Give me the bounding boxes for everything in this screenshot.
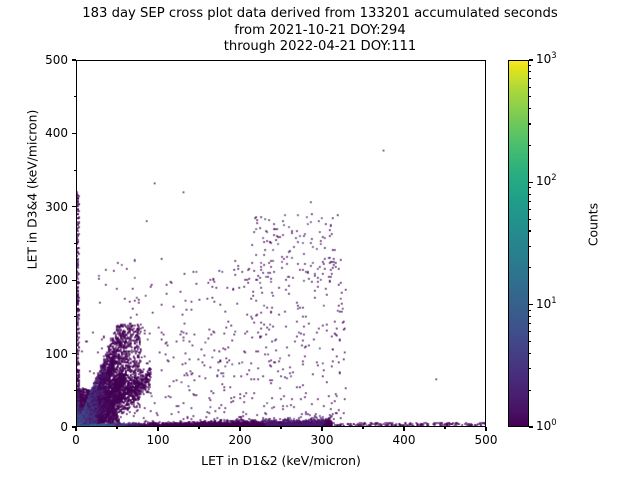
colorbar-tick-minor — [529, 78, 532, 80]
y-tick-minor — [73, 389, 76, 391]
y-tick-major — [72, 206, 76, 208]
x-tick-label: 400 — [392, 433, 416, 447]
y-tick-major — [72, 59, 76, 61]
y-tick-label: 500 — [45, 53, 68, 67]
colorbar-tick-label: 100 — [536, 417, 557, 433]
colorbar-tick-minor — [529, 331, 532, 333]
colorbar-tick-minor — [529, 108, 532, 110]
colorbar-tick-label: 103 — [536, 50, 557, 66]
colorbar-tick-minor — [529, 123, 532, 125]
colorbar-tick-minor — [529, 267, 532, 269]
x-tick-label: 500 — [474, 433, 498, 447]
chart-title-line-3: through 2022-04-21 DOY:111 — [223, 39, 417, 55]
x-tick-minor — [198, 427, 200, 430]
y-tick-minor — [73, 242, 76, 245]
colorbar-label: Counts — [585, 202, 601, 247]
x-tick-major — [403, 427, 405, 431]
y-tick-minor — [73, 316, 76, 318]
colorbar-tick-minor — [529, 309, 532, 311]
colorbar-tick-minor — [529, 71, 532, 73]
colorbar-tick-minor — [529, 193, 532, 195]
colorbar-tick-minor — [529, 323, 532, 325]
x-tick-minor — [280, 427, 282, 430]
colorbar-tick-minor — [529, 245, 532, 247]
colorbar-tick-minor — [529, 187, 532, 189]
x-tick-minor — [444, 427, 446, 430]
colorbar-tick-minor — [529, 86, 532, 88]
x-axis-label: LET in D1&2 (keV/micron) — [201, 453, 361, 468]
colorbar-tick-label: 101 — [536, 294, 557, 311]
colorbar-tick-minor — [529, 230, 532, 232]
y-tick-minor — [73, 96, 76, 98]
y-tick-minor — [73, 169, 76, 171]
colorbar-tick-minor — [529, 352, 532, 354]
y-tick-label: 0 — [60, 420, 68, 434]
y-tick-label: 100 — [45, 346, 68, 361]
x-tick-minor — [362, 427, 364, 430]
colorbar-tick-major — [529, 181, 533, 183]
y-tick-major — [72, 426, 76, 428]
colorbar-tick-minor — [529, 208, 532, 211]
chart-title-line-1: 183 day SEP cross plot data derived from… — [82, 6, 558, 21]
x-tick-label: 0 — [72, 433, 80, 447]
chart-title-line-2: from 2021-10-21 DOY:294 — [234, 22, 406, 38]
x-tick-label: 200 — [228, 433, 252, 447]
x-tick-major — [157, 427, 159, 431]
colorbar-tick-major — [529, 304, 533, 306]
colorbar-tick-minor — [529, 65, 532, 67]
colorbar-tick-minor — [529, 389, 532, 391]
x-tick-label: 100 — [146, 433, 170, 447]
colorbar-tick-minor — [529, 200, 532, 202]
plot-axes — [76, 60, 486, 427]
y-tick-major — [72, 279, 76, 281]
chart-title: 183 day SEP cross plot data derived from… — [0, 6, 640, 56]
scatter-plot-points — [77, 61, 485, 426]
colorbar-tick-minor — [529, 368, 532, 370]
colorbar-tick-minor — [529, 340, 532, 343]
colorbar-tick-minor — [529, 144, 532, 147]
colorbar-tick-label: 102 — [536, 172, 557, 189]
x-tick-major — [75, 427, 77, 431]
x-tick-major — [239, 427, 241, 431]
colorbar-tick-major — [529, 426, 533, 428]
colorbar-tick-minor — [529, 96, 532, 98]
colorbar-tick-major — [529, 59, 533, 61]
x-tick-major — [321, 427, 323, 431]
y-axis-label: LET in D3&4 (keV/micron) — [24, 109, 40, 270]
y-tick-major — [72, 132, 76, 134]
x-tick-label: 300 — [310, 433, 334, 447]
y-tick-label: 300 — [45, 199, 68, 214]
colorbar-tick-minor — [529, 218, 532, 220]
colorbar-tick-minor — [529, 315, 532, 318]
y-tick-major — [72, 353, 76, 355]
y-tick-label: 400 — [45, 126, 68, 141]
colorbar-gradient — [508, 60, 529, 427]
x-tick-minor — [116, 427, 118, 430]
y-tick-label: 200 — [45, 273, 68, 288]
x-tick-major — [485, 427, 487, 431]
